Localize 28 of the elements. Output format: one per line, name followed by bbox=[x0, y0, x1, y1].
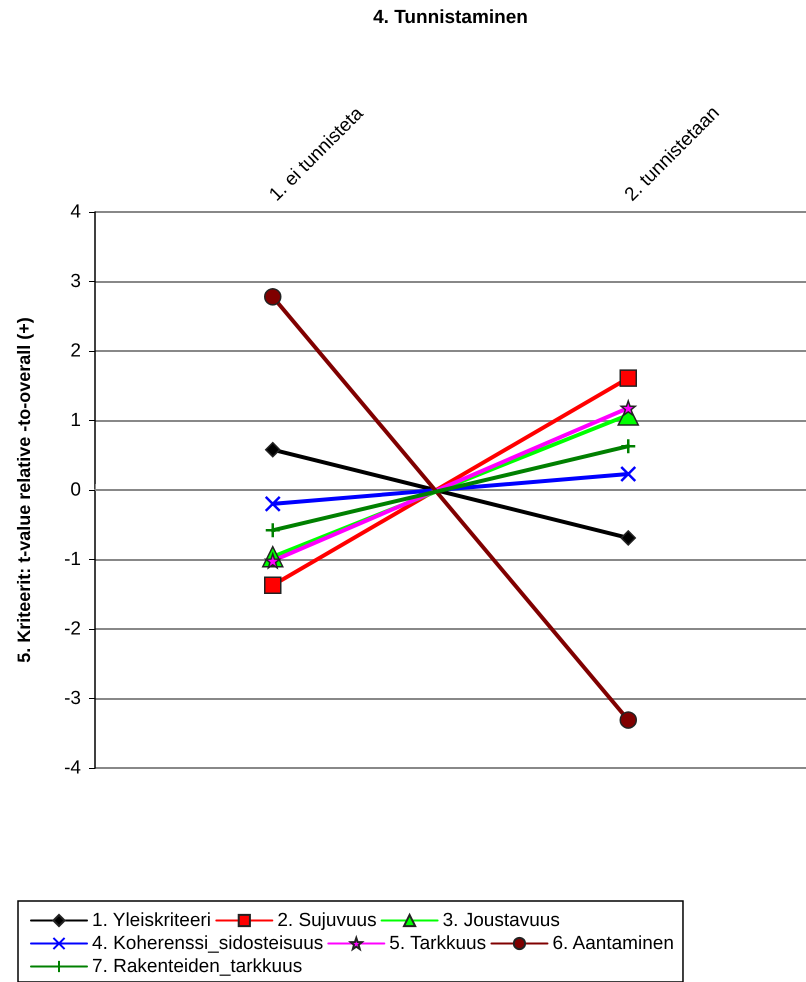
legend-label: 6. Aantaminen bbox=[552, 933, 674, 954]
y-tick-label: -4 bbox=[64, 758, 82, 778]
legend-label: 3. Joustavuus bbox=[442, 910, 560, 931]
x-axis-title: 4. Tunnistaminen bbox=[373, 7, 528, 28]
legend-label: 4. Koherenssi_sidosteisuus bbox=[92, 933, 324, 954]
y-tick-label: -2 bbox=[64, 618, 81, 640]
y-tick-label: 1 bbox=[70, 410, 81, 431]
point bbox=[620, 369, 637, 387]
legend-label: 7. Rakenteiden_tarkkuus bbox=[92, 956, 302, 977]
legend-label: 2. Sujuvuus bbox=[277, 910, 377, 931]
point bbox=[264, 496, 281, 512]
legend-label: 1. Yleiskriteeri bbox=[92, 910, 211, 931]
point bbox=[264, 576, 282, 594]
point bbox=[620, 466, 636, 482]
point bbox=[264, 288, 282, 306]
legend-label: 5. Tarkkuus bbox=[389, 933, 486, 954]
y-tick-label: 3 bbox=[70, 271, 81, 292]
y-tick-label: 0 bbox=[70, 480, 81, 500]
point bbox=[620, 438, 636, 454]
point bbox=[265, 442, 280, 458]
point bbox=[620, 711, 637, 729]
y-axis-title: 5. Kriteerit: t-value relative -to-overall (+) bbox=[14, 317, 34, 663]
point bbox=[620, 530, 636, 546]
y-tick-label: -3 bbox=[64, 688, 81, 709]
y-tick-label: -1 bbox=[64, 549, 81, 570]
y-tick-label: 4 bbox=[70, 202, 82, 222]
point bbox=[264, 522, 281, 539]
y-tick-label: 2 bbox=[70, 340, 81, 362]
